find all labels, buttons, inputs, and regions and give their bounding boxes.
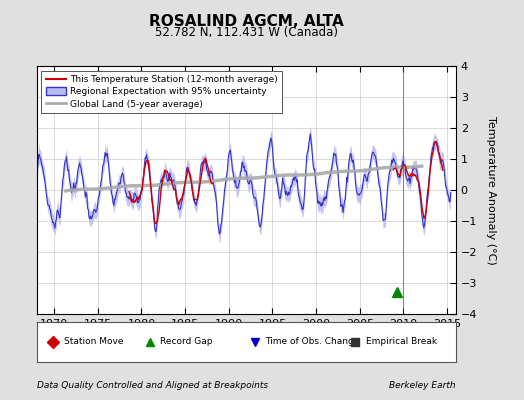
Y-axis label: Temperature Anomaly (°C): Temperature Anomaly (°C) (486, 116, 496, 264)
Text: ROSALIND AGCM, ALTA: ROSALIND AGCM, ALTA (149, 14, 344, 29)
Text: Data Quality Controlled and Aligned at Breakpoints: Data Quality Controlled and Aligned at B… (37, 381, 268, 390)
Text: Station Move: Station Move (64, 338, 124, 346)
Text: Record Gap: Record Gap (160, 338, 213, 346)
Text: 52.782 N, 112.431 W (Canada): 52.782 N, 112.431 W (Canada) (155, 26, 338, 39)
Text: Empirical Break: Empirical Break (366, 338, 437, 346)
Legend: This Temperature Station (12-month average), Regional Expectation with 95% uncer: This Temperature Station (12-month avera… (41, 70, 282, 113)
Text: Berkeley Earth: Berkeley Earth (389, 381, 456, 390)
Text: Time of Obs. Change: Time of Obs. Change (265, 338, 359, 346)
